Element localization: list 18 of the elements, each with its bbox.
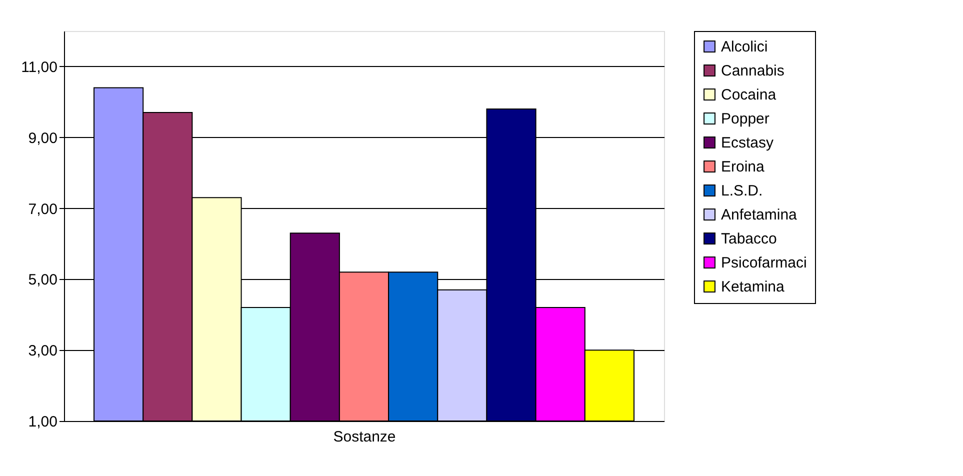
y-tick-label: 5,00 [28,272,58,289]
legend-label: Popper [721,110,770,128]
y-tick-label: 9,00 [28,130,58,147]
x-axis-title: Sostanze [333,428,396,446]
y-tick-label: 11,00 [21,58,58,76]
legend-label: Ecstasy [721,134,774,152]
legend-label: Ketamina [721,278,786,296]
legend-label: Alcolici [721,38,768,56]
legend-label: Tabacco [721,230,777,248]
legend-label: Psicofarmaci [721,254,807,272]
y-tick-label: 1,00 [28,414,58,430]
legend-label: Cocaina [721,86,777,104]
legend-label: Anfetamina [721,206,798,224]
legend-label: Cannabis [721,62,784,80]
y-tick-label: 7,00 [28,200,58,218]
legend-label: Eroina [721,158,766,176]
legend-label: L.S.D. [721,182,763,200]
y-tick-label: 3,00 [28,342,58,360]
